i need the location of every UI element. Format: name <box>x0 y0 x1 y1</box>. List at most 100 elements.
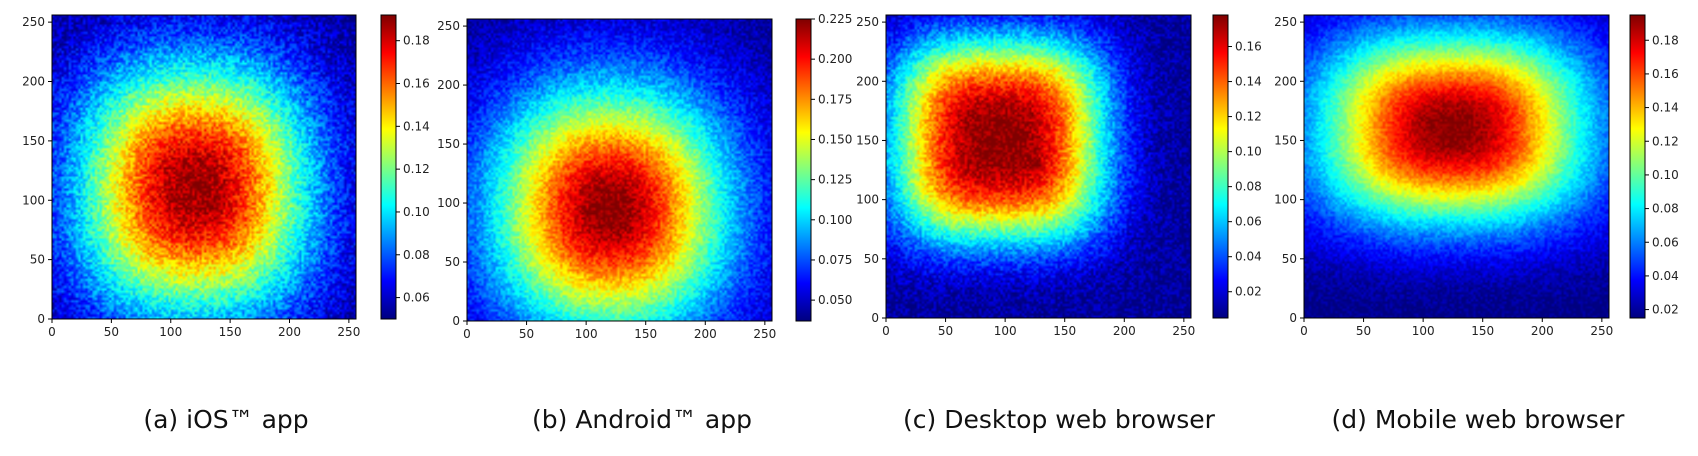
colorbar-tick-label: 0.16 <box>1235 40 1262 54</box>
y-tick-label: 50 <box>445 255 460 269</box>
colorbar-tick-label: 0.14 <box>403 119 430 133</box>
panel-ios-app: 0 50 100 150 200 250 0 50 100 150 200 250 0.06 0.08 0.… <box>22 14 430 339</box>
heatmap-image <box>467 19 772 321</box>
caption-android-app: (b) Android™ app <box>532 405 752 434</box>
colorbar-tick-label: 0.050 <box>818 293 852 307</box>
x-tick-label: 150 <box>1053 324 1076 338</box>
x-tick-label: 100 <box>994 324 1017 338</box>
panel-android-app: 0 50 100 150 200 250 0 50 100 150 200 250 0.050 0.075… <box>437 12 852 341</box>
colorbar-tick-label: 0.02 <box>1235 285 1262 299</box>
x-tick-label: 150 <box>634 327 657 341</box>
x-tick-label: 250 <box>1172 324 1195 338</box>
y-tick-label: 100 <box>22 193 45 207</box>
colorbar-tick-label: 0.04 <box>1652 269 1679 283</box>
colorbar-tick-label: 0.02 <box>1652 303 1679 317</box>
colorbar-tick-label: 0.08 <box>1652 202 1679 216</box>
y-tick-label: 200 <box>856 74 879 88</box>
x-tick-label: 50 <box>104 325 119 339</box>
colorbar-tick-label: 0.200 <box>818 52 852 66</box>
colorbar <box>1212 14 1229 319</box>
x-tick-label: 250 <box>753 327 776 341</box>
y-tick-label: 250 <box>22 15 45 29</box>
x-tick-label: 50 <box>519 327 534 341</box>
colorbar-tick-label: 0.18 <box>1652 33 1679 47</box>
x-tick-label: 0 <box>48 325 56 339</box>
colorbar-tick-label: 0.10 <box>403 205 430 219</box>
colorbar-tick-label: 0.14 <box>1235 75 1262 89</box>
y-tick-label: 50 <box>1282 252 1297 266</box>
y-tick-label: 200 <box>1274 74 1297 88</box>
colorbar <box>795 18 812 322</box>
y-tick-label: 250 <box>437 19 460 33</box>
colorbar-tick-label: 0.06 <box>1652 235 1679 249</box>
colorbar-tick-label: 0.175 <box>818 92 852 106</box>
y-tick-label: 150 <box>856 133 879 147</box>
x-tick-label: 200 <box>278 325 301 339</box>
y-tick-label: 0 <box>37 312 45 326</box>
plot-frame <box>885 14 1192 319</box>
y-tick-label: 250 <box>856 15 879 29</box>
x-tick-label: 200 <box>694 327 717 341</box>
x-tick-label: 200 <box>1113 324 1136 338</box>
x-tick-label: 250 <box>337 325 360 339</box>
plot-frame <box>466 18 773 322</box>
y-tick-label: 0 <box>452 314 460 328</box>
x-tick-label: 0 <box>1300 324 1308 338</box>
colorbar-tick-label: 0.100 <box>818 213 852 227</box>
colorbar <box>1629 14 1646 319</box>
colorbar-tick-label: 0.10 <box>1652 168 1679 182</box>
plot-frame <box>1303 14 1610 319</box>
y-tick-label: 100 <box>1274 193 1297 207</box>
heatmap-image <box>886 15 1191 318</box>
colorbar-tick-label: 0.04 <box>1235 250 1262 264</box>
y-tick-label: 200 <box>437 78 460 92</box>
colorbar-tick-label: 0.12 <box>1235 110 1262 124</box>
colorbar-tick-label: 0.06 <box>403 291 430 305</box>
x-tick-label: 0 <box>463 327 471 341</box>
colorbar-tick-label: 0.08 <box>1235 180 1262 194</box>
x-tick-label: 100 <box>1412 324 1435 338</box>
colorbar-tick-label: 0.12 <box>1652 134 1679 148</box>
x-tick-label: 50 <box>938 324 953 338</box>
colorbar-tick-label: 0.16 <box>1652 67 1679 81</box>
colorbar-tick-label: 0.10 <box>1235 145 1262 159</box>
colorbar-tick-label: 0.225 <box>818 12 852 26</box>
colorbar-tick-label: 0.125 <box>818 173 852 187</box>
x-tick-label: 150 <box>219 325 242 339</box>
y-tick-label: 100 <box>856 193 879 207</box>
y-tick-label: 150 <box>1274 133 1297 147</box>
colorbar-tick-label: 0.06 <box>1235 215 1262 229</box>
colorbar-tick-label: 0.12 <box>403 162 430 176</box>
colorbar-tick-label: 0.16 <box>403 77 430 91</box>
y-tick-label: 150 <box>437 137 460 151</box>
x-tick-label: 100 <box>159 325 182 339</box>
x-tick-label: 150 <box>1471 324 1494 338</box>
y-tick-label: 50 <box>864 252 879 266</box>
y-tick-label: 0 <box>1289 311 1297 325</box>
x-tick-label: 100 <box>575 327 598 341</box>
panel-desktop-web-browser: 0 50 100 150 200 250 0 50 100 150 200 250 0.02 0.04 0.… <box>856 14 1262 338</box>
x-tick-label: 0 <box>882 324 890 338</box>
x-tick-label: 250 <box>1590 324 1613 338</box>
colorbar-tick-label: 0.075 <box>818 253 852 267</box>
y-tick-label: 200 <box>22 75 45 89</box>
caption-ios-app: (a) iOS™ app <box>143 405 308 434</box>
x-tick-label: 50 <box>1356 324 1371 338</box>
colorbar-tick-label: 0.08 <box>403 248 430 262</box>
panel-mobile-web-browser: 0 50 100 150 200 250 0 50 100 150 200 250 0.02 0.04 0.… <box>1274 14 1679 338</box>
y-tick-label: 250 <box>1274 15 1297 29</box>
colorbar-tick-label: 0.150 <box>818 132 852 146</box>
heatmap-image <box>52 15 356 319</box>
plot-frame <box>51 14 357 320</box>
colorbar <box>380 14 397 320</box>
y-tick-label: 50 <box>30 253 45 267</box>
colorbar-tick-label: 0.14 <box>1652 101 1679 115</box>
y-tick-label: 100 <box>437 196 460 210</box>
colorbar-tick-label: 0.18 <box>403 34 430 48</box>
heatmap-image <box>1304 15 1609 318</box>
y-tick-label: 150 <box>22 134 45 148</box>
y-tick-label: 0 <box>871 311 879 325</box>
caption-desktop-web-browser: (c) Desktop web browser <box>903 405 1216 434</box>
x-tick-label: 200 <box>1531 324 1554 338</box>
